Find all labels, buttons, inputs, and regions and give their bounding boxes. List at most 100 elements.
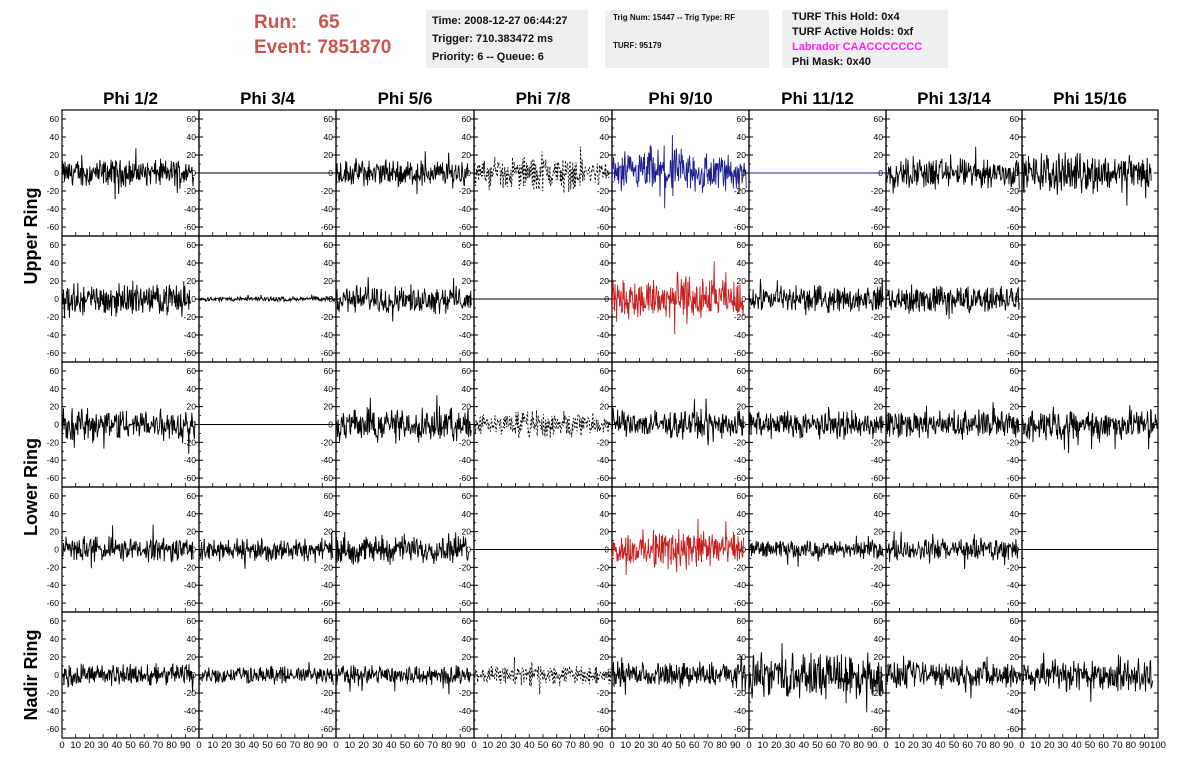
panel-r2-c6-ytick-label: -20 bbox=[734, 312, 747, 322]
panel-r3-c7-ytick-label: -60 bbox=[871, 473, 884, 483]
panel-r3-c2-ytick-label: 0 bbox=[191, 420, 196, 430]
panel-r5-c4-frame bbox=[473, 611, 613, 739]
panel-r5-c6-ytick-label: -40 bbox=[734, 706, 747, 716]
panel-r2-c5-ytick-label: -60 bbox=[597, 348, 610, 358]
panel-r4-c2-ytick-label: -20 bbox=[184, 562, 197, 572]
panel-r5-c3-ytick-label: 0 bbox=[328, 670, 333, 680]
panel-r3-c6-ytick-label: -40 bbox=[734, 455, 747, 465]
panel-r1-c5-ytick-label: 0 bbox=[604, 168, 609, 178]
panel-r2-c3-ytick-label: -20 bbox=[321, 312, 334, 322]
panel-r2-c3-frame bbox=[335, 235, 475, 363]
panel-r2-c5-ytick-label: 20 bbox=[600, 276, 610, 286]
column-header-3: Phi 5/6 bbox=[378, 89, 433, 108]
x-tick-label-c3: 70 bbox=[427, 740, 438, 751]
panel-r3-c7-ytick-label: 60 bbox=[874, 366, 884, 376]
panel-r2-c4-ytick-label: 0 bbox=[466, 294, 471, 304]
panel-r1-c7-ytick-label: -40 bbox=[871, 204, 884, 214]
x-tick-label-c2: 0 bbox=[196, 740, 201, 751]
panel-r1-c1-ytick-label: -60 bbox=[47, 222, 60, 232]
panel-r5-c4-ytick-label: -40 bbox=[459, 706, 472, 716]
panel-r3-c5-ytick-label: 40 bbox=[600, 384, 610, 394]
priority-line: Priority: 6 -- Queue: 6 bbox=[432, 51, 544, 63]
panel-r3-c5-trace bbox=[611, 398, 744, 446]
panel-r3-c5-ytick-label: -40 bbox=[597, 455, 610, 465]
panel-r2-c4-ytick-label: 40 bbox=[462, 258, 472, 268]
column-header-4: Phi 7/8 bbox=[516, 89, 571, 108]
panel-r4-c3-ytick-label: 0 bbox=[328, 545, 333, 555]
panel-r2-c6-ytick-label: -40 bbox=[734, 330, 747, 340]
x-tick-label-c8: 70 bbox=[1112, 740, 1123, 751]
panel-r3-c4-ytick-label: -60 bbox=[459, 473, 472, 483]
panel-r1-c5-ytick-label: 60 bbox=[600, 114, 610, 124]
panel-r5-c3-trace bbox=[335, 665, 472, 695]
panel-r2-c5-trace bbox=[611, 261, 744, 335]
panel-r1-c6-ytick-label: -60 bbox=[734, 222, 747, 232]
panel-r5-c8-ytick-label: -20 bbox=[1007, 688, 1020, 698]
panel-r3-c5-ytick-label: 0 bbox=[604, 420, 609, 430]
panel-r3-c7-ytick-label: 0 bbox=[878, 420, 883, 430]
x-tick-label-c5: 10 bbox=[620, 740, 631, 751]
panel-r5-c6-ytick-label: 60 bbox=[737, 616, 747, 626]
panel-r5-c1-ytick-label: -20 bbox=[47, 688, 60, 698]
panel-r5-c3-ytick-label: -20 bbox=[321, 688, 334, 698]
panel-r2-c4-ytick-label: -40 bbox=[459, 330, 472, 340]
panel-r1-c4-ytick-label: -20 bbox=[459, 186, 472, 196]
panel-r3-c1-ytick-label: -20 bbox=[47, 437, 60, 447]
panel-r5-c4-ytick-label: -20 bbox=[459, 688, 472, 698]
panel-r3-c1-ytick-label: -60 bbox=[47, 473, 60, 483]
panel-r4-c4-ytick-label: 60 bbox=[462, 491, 472, 501]
x-tick-label-c4: 50 bbox=[538, 740, 549, 751]
panel-r4-c1-ytick-label: 40 bbox=[50, 509, 60, 519]
panel-r1-c6-ytick-label: 40 bbox=[737, 132, 747, 142]
panel-r2-c3-ytick-label: 40 bbox=[324, 258, 334, 268]
panel-r2-c3-trace bbox=[335, 277, 472, 322]
panel-r4-c2-trace bbox=[198, 531, 334, 569]
x-tick-label-c8: 80 bbox=[1126, 740, 1137, 751]
panel-r4-c8-ytick-label: -20 bbox=[1007, 562, 1020, 572]
panel-r5-c7-trace bbox=[885, 655, 1022, 699]
panel-r5-c8-ytick-label: 20 bbox=[1010, 652, 1020, 662]
x-tick-label-c2: 80 bbox=[303, 740, 314, 751]
x-tick-label-c4: 40 bbox=[524, 740, 535, 751]
x-tick-label-c1: 0 bbox=[59, 740, 64, 751]
panel-r5-c6-ytick-label: -20 bbox=[734, 688, 747, 698]
panel-r3-c6-ytick-label: 20 bbox=[737, 402, 747, 412]
panel-r3-c6-ytick-label: 60 bbox=[737, 366, 747, 376]
panel-r1-c8-ytick-label: 60 bbox=[1010, 114, 1020, 124]
panel-r2-c8-ytick-label: 0 bbox=[1014, 294, 1019, 304]
panel-r4-c7-ytick-label: -20 bbox=[871, 562, 884, 572]
panel-r3-c8-ytick-label: 0 bbox=[1014, 420, 1019, 430]
panel-r4-c8-ytick-label: 60 bbox=[1010, 491, 1020, 501]
panel-r1-c3-ytick-label: 40 bbox=[324, 132, 334, 142]
panel-r5-c8-ytick-label: 40 bbox=[1010, 634, 1020, 644]
panel-r1-c8-ytick-label: 0 bbox=[1014, 168, 1019, 178]
panel-r4-c7-ytick-label: -40 bbox=[871, 580, 884, 590]
panel-r1-c4-ytick-label: 60 bbox=[462, 114, 472, 124]
x-tick-label-c6: 90 bbox=[867, 740, 878, 751]
panel-r4-c6-ytick-label: -20 bbox=[734, 562, 747, 572]
panel-r1-c4-ytick-label: 0 bbox=[466, 168, 471, 178]
x-tick-label-c3: 10 bbox=[345, 740, 356, 751]
panel-r1-c7-ytick-label: 60 bbox=[874, 114, 884, 124]
panel-r5-c5-ytick-label: -40 bbox=[597, 706, 610, 716]
panel-r4-c3-ytick-label: 40 bbox=[324, 509, 334, 519]
panel-r4-c7-ytick-label: -60 bbox=[871, 598, 884, 608]
panel-r1-c8-ytick-label: -20 bbox=[1007, 186, 1020, 196]
x-tick-label-c7: 30 bbox=[922, 740, 933, 751]
panel-r3-c6-ytick-label: 0 bbox=[741, 420, 746, 430]
panel-r5-c6-ytick-label: 20 bbox=[737, 652, 747, 662]
x-tick-label-c8: 100 bbox=[1150, 740, 1166, 751]
panel-r3-c7-ytick-label: 40 bbox=[874, 384, 884, 394]
column-header-5: Phi 9/10 bbox=[648, 89, 712, 108]
x-tick-label-c5: 40 bbox=[662, 740, 673, 751]
panel-r1-c6-ytick-label: 0 bbox=[741, 168, 746, 178]
panel-r5-c2-ytick-label: -60 bbox=[184, 724, 197, 734]
panel-r2-c1-ytick-label: -20 bbox=[47, 312, 60, 322]
panel-r1-c7-trace bbox=[885, 146, 1020, 194]
x-tick-label-c6: 30 bbox=[785, 740, 796, 751]
run-label: Run: bbox=[254, 12, 298, 33]
panel-r1-c3-ytick-label: 60 bbox=[324, 114, 334, 124]
panel-r5-c2-ytick-label: 0 bbox=[191, 670, 196, 680]
x-tick-label-c8: 90 bbox=[1139, 740, 1150, 751]
panel-r2-c7-ytick-label: -60 bbox=[871, 348, 884, 358]
